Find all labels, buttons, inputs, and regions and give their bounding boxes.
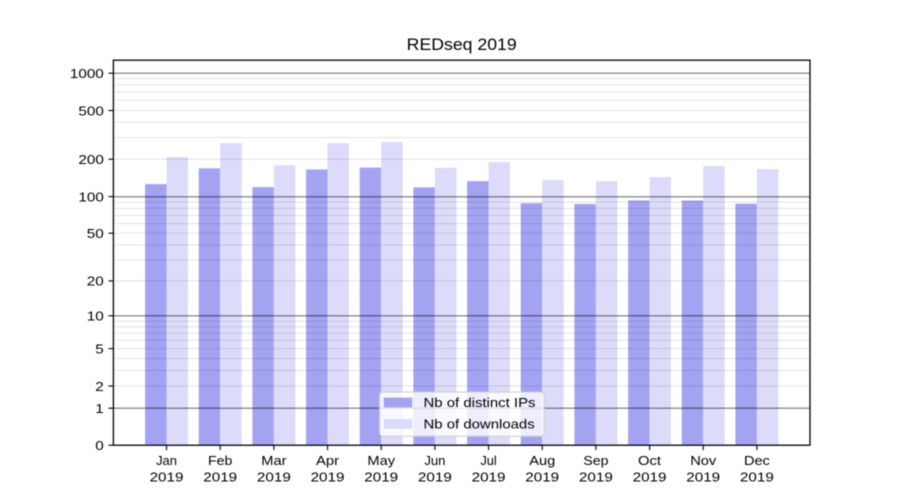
svg-text:2019: 2019 xyxy=(150,470,184,485)
svg-text:2019: 2019 xyxy=(525,470,559,485)
svg-text:200: 200 xyxy=(78,152,103,167)
svg-text:2019: 2019 xyxy=(364,470,398,485)
svg-text:Dec: Dec xyxy=(744,453,770,468)
svg-text:2019: 2019 xyxy=(418,470,452,485)
svg-text:2019: 2019 xyxy=(579,470,613,485)
svg-text:1: 1 xyxy=(95,401,104,416)
svg-text:Nov: Nov xyxy=(690,453,716,468)
svg-text:Sep: Sep xyxy=(583,453,608,468)
svg-text:5: 5 xyxy=(95,341,104,356)
svg-text:500: 500 xyxy=(78,103,103,118)
svg-text:2019: 2019 xyxy=(472,470,506,485)
svg-text:10: 10 xyxy=(87,309,104,324)
svg-text:REDseq 2019: REDseq 2019 xyxy=(407,36,517,54)
svg-text:Feb: Feb xyxy=(208,453,232,468)
svg-text:Jun: Jun xyxy=(424,453,445,468)
svg-text:2019: 2019 xyxy=(633,470,667,485)
svg-text:0: 0 xyxy=(95,438,104,453)
svg-text:2019: 2019 xyxy=(257,470,291,485)
svg-text:2019: 2019 xyxy=(740,470,774,485)
svg-text:Nb of distinct IPs: Nb of distinct IPs xyxy=(424,395,536,410)
svg-text:100: 100 xyxy=(78,189,103,204)
svg-text:Aug: Aug xyxy=(529,453,555,468)
svg-text:20: 20 xyxy=(87,274,104,289)
svg-text:Nb of downloads: Nb of downloads xyxy=(424,416,536,431)
svg-text:Jul: Jul xyxy=(480,453,496,468)
svg-text:Jan: Jan xyxy=(156,453,177,468)
svg-text:50: 50 xyxy=(87,226,104,241)
svg-text:1000: 1000 xyxy=(70,66,104,81)
svg-text:2019: 2019 xyxy=(686,470,720,485)
svg-text:2019: 2019 xyxy=(203,470,237,485)
svg-text:2019: 2019 xyxy=(311,470,345,485)
svg-text:Oct: Oct xyxy=(638,453,661,468)
svg-text:Mar: Mar xyxy=(261,453,287,468)
svg-text:May: May xyxy=(367,453,395,468)
svg-text:Apr: Apr xyxy=(316,453,340,468)
svg-text:2: 2 xyxy=(95,379,104,394)
